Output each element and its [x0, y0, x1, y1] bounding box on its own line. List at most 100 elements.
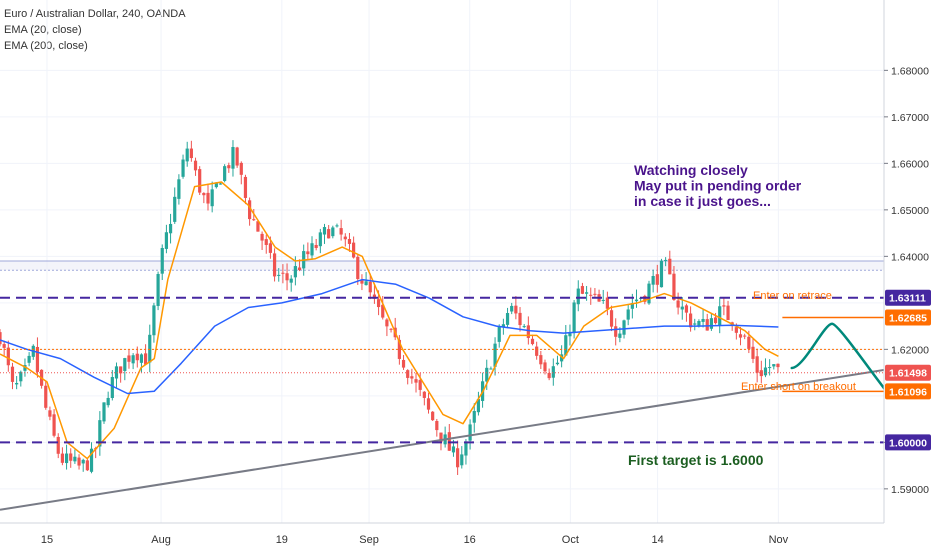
candle-body — [0, 332, 2, 345]
level-lines — [0, 296, 932, 511]
candle-body — [776, 363, 780, 368]
candle-body — [272, 253, 277, 277]
candle-body — [202, 192, 206, 196]
candle-body — [231, 147, 235, 169]
candle-body — [722, 305, 726, 307]
candle-body — [189, 148, 193, 159]
candle-body — [580, 286, 585, 294]
candle-body — [406, 370, 410, 378]
candle-body — [693, 323, 697, 325]
axis-label-1.60000: 1.60000 — [889, 437, 927, 449]
candle-body — [705, 319, 709, 331]
candle-body — [235, 147, 239, 166]
candle-body — [364, 281, 368, 286]
candle-body — [10, 366, 15, 382]
candle-body — [397, 339, 401, 359]
candle-body — [102, 402, 106, 422]
candle-body — [551, 366, 555, 378]
candle-body — [15, 383, 19, 385]
candle-body — [264, 239, 268, 245]
candle-body — [464, 441, 468, 456]
candle-body — [310, 243, 314, 256]
candle-body — [435, 421, 439, 431]
y-tick-label: 1.68000 — [891, 65, 929, 77]
candle-body — [339, 228, 343, 235]
candle-body — [127, 355, 131, 362]
candle-body — [514, 305, 518, 314]
candle-body — [44, 385, 48, 408]
candle-body — [148, 334, 152, 363]
candle-body — [688, 313, 693, 328]
candle-body — [69, 453, 73, 461]
note-enter-short: Enter short on breakout — [741, 381, 856, 393]
candle-body — [106, 397, 110, 406]
candle-body — [718, 306, 722, 326]
candle-body — [356, 256, 360, 279]
candle-body — [297, 267, 302, 271]
candle-body — [123, 358, 127, 371]
candle-body — [684, 305, 689, 313]
trendline — [0, 361, 932, 511]
candle-body — [139, 354, 144, 363]
ema200-line — [0, 278, 779, 395]
y-tick-label: 1.67000 — [891, 112, 929, 124]
candle-body — [759, 370, 763, 377]
candle-body — [589, 294, 593, 296]
note-watching-line: Watching closely — [634, 162, 748, 178]
x-tick-label: 15 — [41, 534, 53, 546]
candle-body — [751, 346, 755, 359]
candle-body — [56, 436, 60, 454]
candle-body — [248, 200, 252, 220]
y-tick-label: 1.65000 — [891, 205, 929, 217]
candle-body — [314, 244, 318, 248]
legend-ema200: EMA (200, close) — [4, 40, 88, 52]
candle-body — [530, 338, 535, 345]
candle-body — [547, 373, 551, 379]
candle-body — [322, 227, 327, 235]
axis-label-bg-1.62685 — [885, 309, 931, 326]
candle-body — [256, 221, 260, 232]
candle-body — [643, 295, 647, 302]
candle-body — [144, 353, 148, 365]
candle-body — [164, 232, 169, 249]
candle-body — [543, 362, 547, 372]
x-tick-label: Aug — [151, 534, 171, 546]
candle-body — [135, 353, 139, 361]
candle-body — [626, 309, 630, 320]
candle-body — [605, 297, 609, 309]
candle-body — [505, 313, 510, 325]
candle-body — [181, 159, 185, 177]
candle-body — [655, 274, 659, 285]
candle-body — [539, 355, 543, 365]
candle-body — [23, 365, 27, 371]
candle-body — [568, 333, 572, 337]
legend-symbol: Euro / Australian Dollar, 240, OANDA — [4, 8, 186, 20]
candle-body — [198, 169, 202, 193]
candle-body — [335, 225, 339, 227]
candle-body — [755, 356, 759, 373]
candle-body — [223, 166, 227, 181]
candle-body — [119, 366, 123, 374]
candle-body — [252, 219, 256, 221]
candle-body — [64, 453, 69, 464]
candle-body — [451, 446, 456, 453]
candle-body — [89, 448, 94, 472]
candle-body — [160, 248, 164, 274]
candle-body — [618, 333, 622, 338]
candle-body — [401, 359, 406, 368]
candle-body — [734, 327, 738, 333]
candle-body — [593, 293, 597, 295]
axis-label-1.61498: 1.61498 — [889, 368, 927, 380]
candle-body — [177, 179, 181, 199]
candle-body — [418, 380, 422, 390]
candle-body — [227, 165, 231, 169]
candle-body — [6, 347, 10, 366]
candle-body — [168, 223, 173, 234]
x-tick-label: Nov — [769, 534, 789, 546]
y-tick-label: 1.62000 — [891, 344, 929, 356]
candle-body — [48, 410, 52, 417]
axis-label-1.63111: 1.63111 — [889, 293, 926, 305]
candle-body — [522, 326, 526, 328]
candle-body — [697, 321, 701, 326]
